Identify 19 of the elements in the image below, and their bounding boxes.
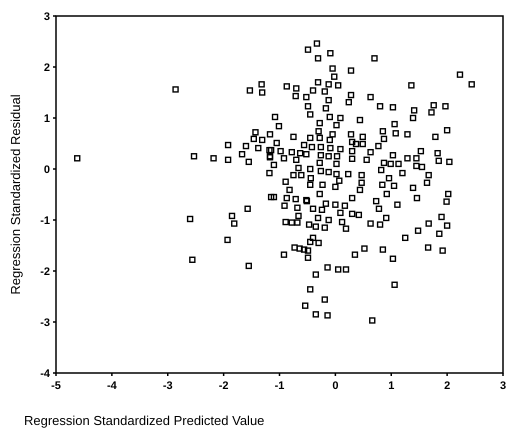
y-tick-label: 3	[44, 11, 50, 23]
y-tick-label: -2	[40, 266, 50, 278]
y-tick-label: 0	[44, 164, 50, 176]
x-tick-label: 2	[444, 380, 450, 392]
y-axis-title: Regression Standardized Residual	[8, 94, 23, 295]
y-tick-label: -4	[40, 368, 51, 380]
x-tick-label: -3	[162, 380, 173, 392]
x-tick-label: -5	[51, 380, 61, 392]
x-axis-title: Regression Standardized Predicted Value	[24, 413, 264, 428]
y-tick-label: 1	[44, 113, 50, 125]
y-tick-label: 2	[44, 62, 50, 74]
x-tick-label: 1	[388, 380, 394, 392]
y-tick-label: -1	[40, 215, 50, 227]
y-tick-label: -3	[40, 317, 50, 329]
x-tick-label: -4	[106, 380, 118, 392]
x-tick-label: -2	[218, 380, 229, 392]
x-tick-label: -1	[274, 380, 284, 392]
x-tick-label: 0	[332, 380, 338, 392]
x-tick-label: 3	[500, 380, 506, 392]
